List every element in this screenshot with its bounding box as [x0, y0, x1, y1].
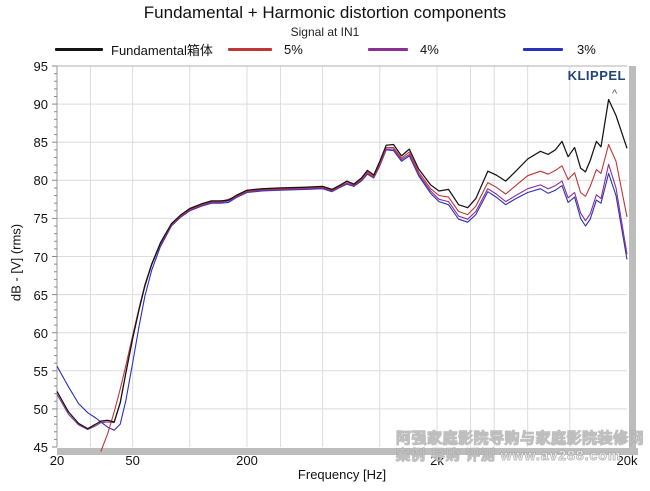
y-tick-label: 95 — [33, 59, 48, 74]
y-axis-title: dB - [V] (rms) — [8, 223, 24, 302]
klippel-caret-icon: ^ — [612, 88, 618, 100]
x-tick-label: 50 — [125, 453, 140, 468]
legend-label-4pct: 4% — [420, 41, 439, 57]
x-tick-label: 2k — [430, 453, 444, 468]
series-line-2 — [100, 143, 628, 452]
y-tick-label: 70 — [33, 249, 48, 265]
y-axis-bar — [629, 66, 636, 455]
y-tick-label: 85 — [33, 135, 48, 151]
series-line-1 — [56, 98, 628, 430]
chart-subtitle: Signal at IN1 — [290, 25, 360, 39]
legend-item-4pct: 4% — [368, 41, 439, 57]
legend-label-5pct: 5% — [284, 41, 303, 57]
y-tick-label: 75 — [33, 211, 48, 227]
y-tick-label: 50 — [33, 401, 48, 417]
legend-label-3pct: 3% — [577, 41, 596, 57]
watermark-line-1: 阿强家庭影院导购与家庭影院装修网 — [395, 430, 645, 448]
series-line-4 — [56, 149, 628, 431]
chart-title: Fundamental + Harmonic distortion compon… — [143, 3, 507, 22]
legend-item-3pct: 3% — [523, 41, 596, 57]
y-tick-label: 90 — [33, 97, 48, 113]
four-percent-line-swatch — [368, 47, 408, 51]
x-tick-label: 20 — [49, 453, 65, 468]
x-tick-label: 20k — [616, 453, 638, 468]
y-tick-label: 80 — [33, 173, 48, 189]
three-percent-line-swatch — [523, 47, 563, 51]
x-tick-label: 200 — [236, 453, 258, 468]
legend-item-5pct: 5% — [228, 41, 303, 57]
five-percent-line-swatch — [228, 47, 272, 51]
y-tick-label: 65 — [33, 287, 48, 303]
klippel-logo: KLIPPEL — [567, 68, 626, 83]
x-axis-bar — [57, 448, 638, 455]
y-tick-label: 60 — [33, 325, 48, 341]
y-tick-label: 55 — [33, 363, 48, 379]
legend-item-fundamental: Fundamental箱体 — [55, 42, 213, 58]
y-tick-label: 45 — [33, 440, 48, 455]
watermark-line-2: 案例 导购 评测 www.av288.com — [395, 447, 622, 464]
legend-label-fundamental: Fundamental箱体 — [111, 42, 213, 58]
fundamental-line-swatch — [55, 47, 103, 51]
series-line-3 — [56, 148, 628, 431]
x-axis-title: Frequency [Hz] — [297, 467, 387, 482]
